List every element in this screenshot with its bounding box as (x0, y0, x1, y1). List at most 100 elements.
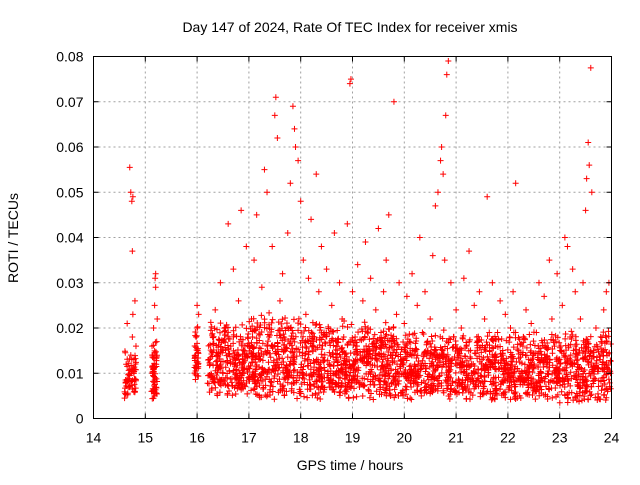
data-point (597, 353, 604, 360)
data-point (235, 356, 242, 363)
data-point (216, 329, 223, 336)
data-point (607, 357, 614, 364)
points-layer (121, 58, 614, 406)
data-point (214, 392, 221, 399)
data-point (478, 373, 485, 380)
data-point (304, 356, 311, 363)
data-point (338, 365, 345, 372)
data-point (431, 344, 438, 351)
data-point (233, 366, 240, 373)
data-point (398, 356, 405, 363)
data-point (461, 368, 468, 375)
data-point (339, 380, 346, 387)
data-point (321, 367, 328, 374)
data-point (585, 139, 592, 146)
data-point (329, 350, 336, 357)
data-point (239, 385, 246, 392)
data-point (446, 396, 453, 403)
data-point (488, 396, 495, 403)
data-point (515, 355, 522, 362)
data-point (258, 312, 265, 319)
data-point (194, 302, 201, 309)
data-point (342, 371, 349, 378)
data-point (308, 343, 315, 350)
data-point (154, 315, 161, 322)
data-point (363, 342, 370, 349)
data-point (499, 352, 506, 359)
data-point (311, 383, 318, 390)
data-point (260, 351, 267, 358)
data-point (601, 391, 608, 398)
data-point (321, 351, 328, 358)
data-point (313, 358, 320, 365)
data-point (546, 356, 553, 363)
data-point (407, 339, 414, 346)
data-point (574, 352, 581, 359)
data-point (385, 357, 392, 364)
data-point (194, 323, 201, 330)
data-point (277, 332, 284, 339)
data-point (565, 377, 572, 384)
data-point (316, 361, 323, 368)
data-point (341, 390, 348, 397)
data-point (527, 347, 534, 354)
data-point (261, 324, 268, 331)
data-point (301, 357, 308, 364)
data-point (352, 359, 359, 366)
data-point (422, 380, 429, 387)
data-point (460, 369, 467, 376)
data-point (530, 338, 537, 345)
data-point (266, 325, 273, 331)
data-point (319, 342, 326, 349)
data-point (412, 340, 419, 347)
data-point (509, 358, 516, 365)
data-point (152, 270, 159, 277)
data-point (472, 383, 479, 390)
data-point (463, 363, 470, 370)
data-point (350, 342, 357, 349)
y-tick-label: 0.03 (56, 275, 83, 291)
x-tick-label: 22 (500, 430, 516, 446)
data-point (564, 356, 571, 363)
data-point (206, 359, 213, 366)
data-point (426, 355, 433, 362)
data-point (294, 372, 301, 379)
data-point (132, 343, 139, 350)
data-point (489, 279, 496, 286)
data-point (259, 377, 266, 384)
data-point (575, 381, 582, 388)
data-point (266, 309, 273, 316)
data-point (389, 358, 396, 365)
data-point (475, 338, 482, 345)
data-point (438, 380, 445, 387)
data-point (532, 396, 539, 403)
data-point (490, 335, 497, 342)
data-point (192, 328, 199, 335)
data-point (549, 362, 556, 369)
data-point (352, 334, 359, 341)
data-point (279, 316, 286, 323)
data-point (264, 392, 271, 399)
data-point (217, 376, 224, 383)
data-point (377, 337, 384, 344)
y-tick-label: 0 (76, 411, 84, 427)
data-point (208, 323, 215, 330)
data-point (364, 329, 371, 336)
data-point (583, 175, 590, 182)
data-point (504, 361, 511, 368)
data-point (340, 348, 347, 355)
data-point (309, 348, 316, 355)
data-point (309, 342, 316, 349)
data-point (523, 306, 530, 313)
data-point (483, 339, 490, 346)
data-point (508, 374, 515, 381)
grid-layer (93, 56, 612, 419)
data-point (578, 397, 585, 404)
data-point (381, 343, 388, 350)
data-point (587, 348, 594, 355)
data-point (350, 394, 357, 401)
data-point (504, 346, 511, 353)
data-point (573, 390, 580, 397)
data-point (298, 381, 305, 388)
